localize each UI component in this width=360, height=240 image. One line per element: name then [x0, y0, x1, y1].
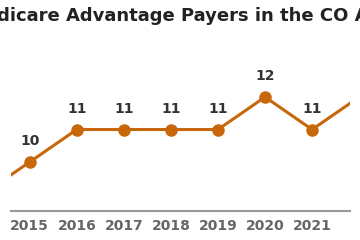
Text: 10: 10: [0, 239, 1, 240]
Text: 10: 10: [0, 239, 1, 240]
Text: 11: 11: [208, 102, 228, 116]
Text: 11: 11: [161, 102, 181, 116]
Text: 11: 11: [67, 102, 86, 116]
Text: 12: 12: [255, 69, 275, 83]
Text: 10: 10: [20, 134, 39, 148]
Text: 12: 12: [0, 239, 1, 240]
Text: 11: 11: [114, 102, 134, 116]
Text: 11: 11: [302, 102, 322, 116]
Text: 9: 9: [0, 239, 1, 240]
Text: Medicare Advantage Payers in the CO APCD by Year as of 2023: Medicare Advantage Payers in the CO APCD…: [0, 7, 360, 25]
